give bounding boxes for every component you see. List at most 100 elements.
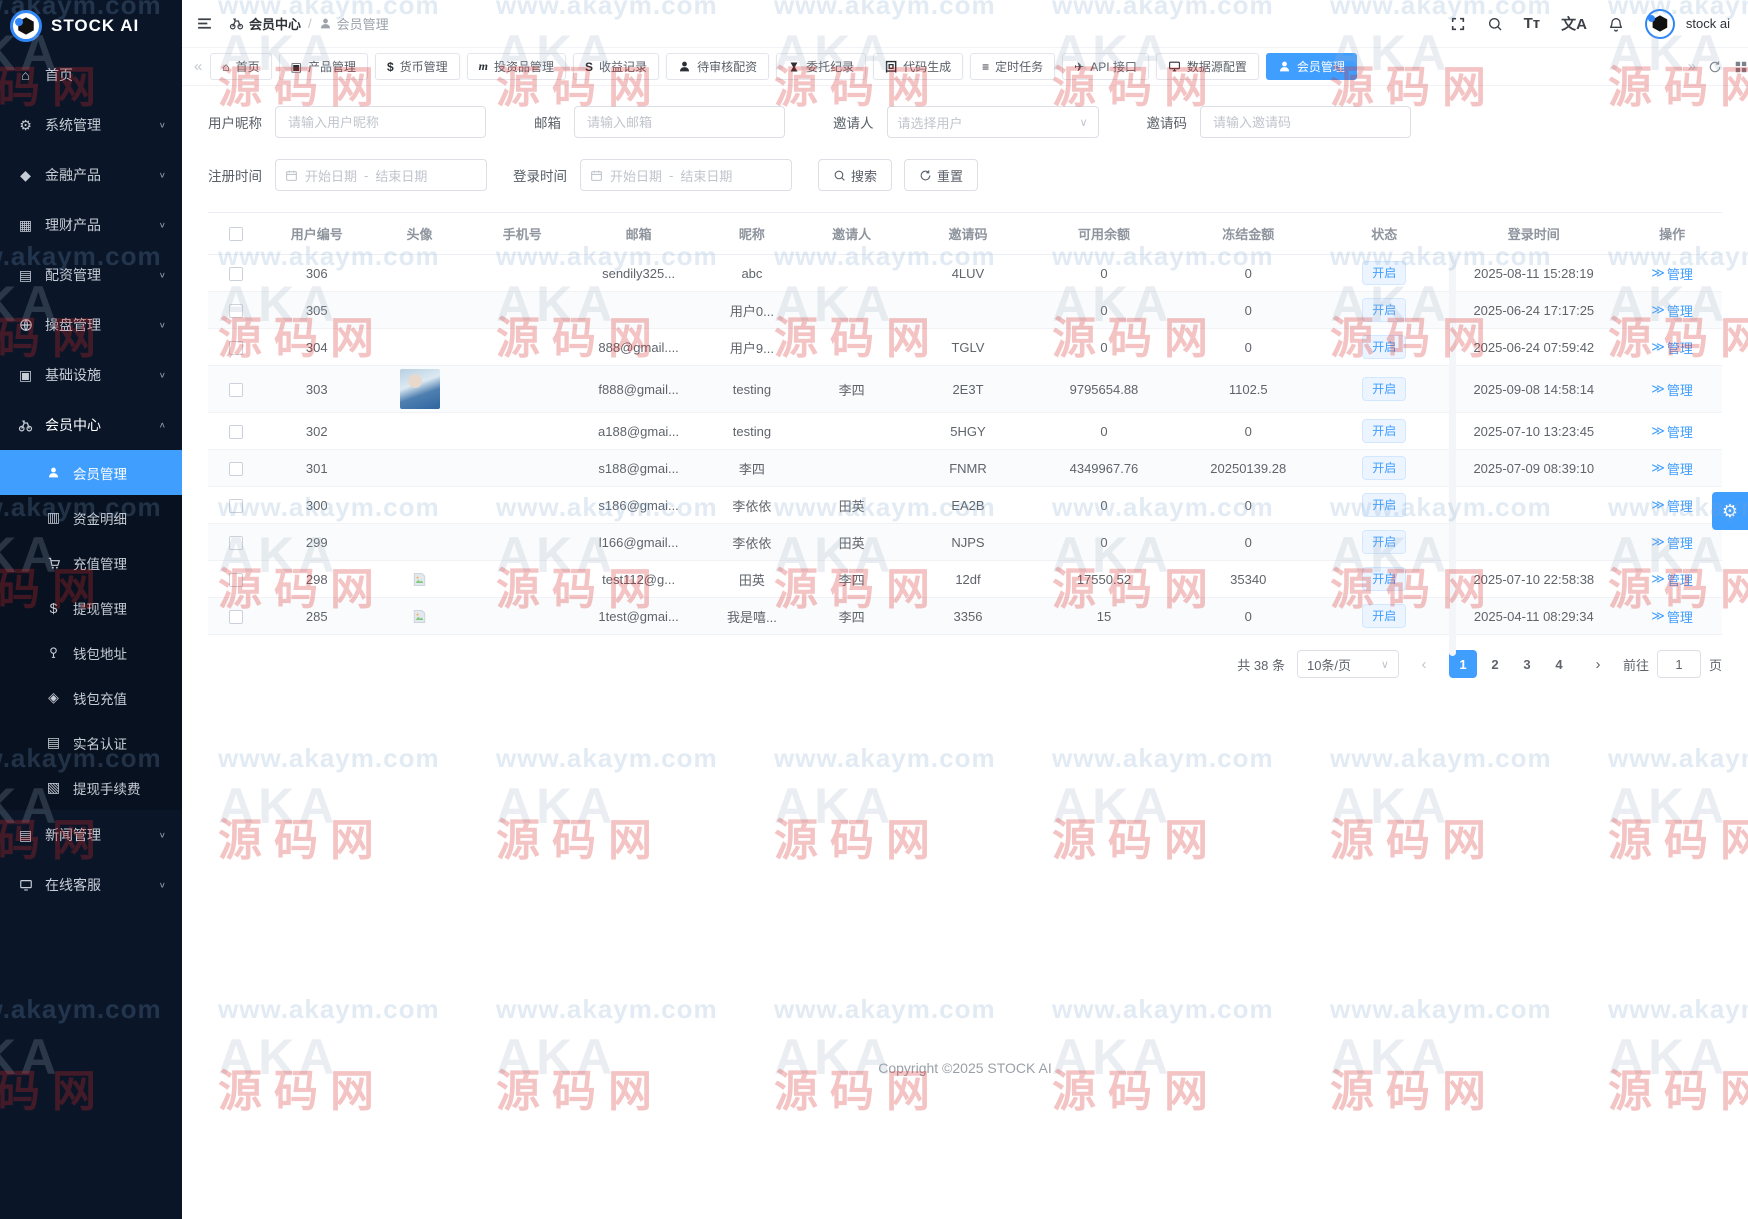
- hamburger-icon[interactable]: [196, 15, 213, 32]
- tab-member-mgmt[interactable]: 会员管理: [1265, 53, 1357, 80]
- user-avatar-image: [399, 369, 440, 409]
- avatar[interactable]: [1644, 8, 1675, 39]
- settings-gear-button[interactable]: ⚙: [1712, 492, 1748, 530]
- page-number-2[interactable]: 2: [1491, 656, 1499, 672]
- fullscreen-icon[interactable]: [1450, 16, 1466, 32]
- translate-icon[interactable]: 文A: [1561, 16, 1587, 33]
- manage-link[interactable]: ≫ 管理: [1651, 264, 1693, 283]
- cell-checkbox: [208, 254, 264, 292]
- font-size-icon[interactable]: Tт: [1523, 15, 1541, 32]
- row-checkbox[interactable]: [228, 303, 243, 318]
- tab-home[interactable]: ⌂ 首页: [210, 53, 272, 80]
- row-checkbox[interactable]: [228, 498, 243, 513]
- sidebar-item-wallet-address[interactable]: 钱包地址: [0, 630, 182, 675]
- inviter-select[interactable]: 请选择用户 ∨: [886, 106, 1099, 138]
- row-checkbox[interactable]: [228, 609, 243, 624]
- cell-invite-code: NJPS: [901, 523, 1035, 561]
- manage-link-label: 管理: [1666, 609, 1693, 625]
- sidebar-item-trading-mgmt[interactable]: 操盘管理 ∨: [0, 300, 182, 350]
- sidebar-item-member-center[interactable]: 会员中心 ∧: [0, 400, 182, 450]
- row-checkbox[interactable]: [228, 461, 243, 476]
- tabs-scroll-right-icon[interactable]: »: [1687, 58, 1696, 75]
- manage-link[interactable]: ≫ 管理: [1651, 459, 1693, 478]
- book-icon: ▥: [46, 509, 61, 525]
- column-header: 邮箱: [575, 212, 703, 255]
- sidebar-item-funds-detail[interactable]: ▥ 资金明细: [0, 495, 182, 540]
- tab-currency-mgmt[interactable]: $ 货币管理: [374, 53, 460, 80]
- username[interactable]: stock ai: [1685, 16, 1730, 31]
- row-checkbox[interactable]: [228, 266, 243, 281]
- manage-link[interactable]: ≫ 管理: [1651, 533, 1693, 552]
- sidebar-item-finance-products[interactable]: ◆ 金融产品 ∨: [0, 150, 182, 200]
- table-row: 305 用户0... 0 0 开启 2025-06-24 17:17:25 ≫ 管理: [208, 291, 1722, 329]
- login-time-range[interactable]: 开始日期 - 结束日期: [580, 159, 792, 191]
- page-size-select[interactable]: 10条/页 ∨: [1296, 650, 1399, 678]
- notification-bell-icon[interactable]: [1608, 16, 1624, 32]
- cell-avatar: [369, 291, 470, 329]
- cell-action: ≫ 管理: [1622, 328, 1722, 366]
- reset-button[interactable]: 重置: [904, 159, 979, 191]
- pin-icon: [44, 646, 63, 659]
- page-prev-button[interactable]: ‹: [1421, 655, 1427, 673]
- cell-inviter: 李四: [801, 365, 902, 413]
- tabs-scroll-left-icon[interactable]: «: [194, 58, 203, 75]
- page-number-3[interactable]: 3: [1523, 656, 1531, 672]
- manage-link[interactable]: ≫ 管理: [1651, 301, 1693, 320]
- row-checkbox[interactable]: [228, 535, 243, 550]
- search-icon[interactable]: [1487, 16, 1503, 32]
- register-time-range[interactable]: 开始日期 - 结束日期: [275, 159, 487, 191]
- tab-entrust-records[interactable]: 委托纪录: [776, 53, 867, 80]
- sidebar-item-realname-auth[interactable]: ▤ 实名认证: [0, 720, 182, 765]
- page-number-4[interactable]: 4: [1555, 656, 1563, 672]
- sidebar-item-infrastructure[interactable]: ▣ 基础设施 ∨: [0, 350, 182, 400]
- status-badge: 开启: [1362, 493, 1407, 517]
- tab-api[interactable]: ✈ API 接口: [1062, 53, 1149, 80]
- sidebar-item-withdraw-mgmt[interactable]: $ 提现管理: [0, 585, 182, 630]
- tab-income-records[interactable]: S 收益记录: [573, 53, 660, 80]
- tab-code-gen[interactable]: 回代码生成: [873, 53, 964, 80]
- email-input[interactable]: [574, 106, 785, 138]
- manage-link[interactable]: ≫ 管理: [1651, 338, 1693, 357]
- sidebar-item-home[interactable]: ⌂ 首页: [0, 50, 182, 100]
- select-all-checkbox[interactable]: [228, 227, 243, 242]
- grid-icon[interactable]: [1734, 60, 1748, 74]
- breadcrumb-member-center[interactable]: 会员中心: [229, 14, 301, 33]
- sidebar-item-wealth-products[interactable]: ▦ 理财产品 ∨: [0, 200, 182, 250]
- manage-link[interactable]: ≫ 管理: [1651, 570, 1693, 589]
- status-badge: 开启: [1362, 456, 1407, 480]
- app-logo[interactable]: STOCK AI: [0, 0, 182, 46]
- sidebar-item-online-service[interactable]: 在线客服 ∨: [0, 860, 182, 910]
- manage-link[interactable]: ≫ 管理: [1651, 380, 1693, 399]
- tab-pending-allocation[interactable]: 待审核配资: [666, 53, 770, 80]
- calendar-icon: [285, 169, 298, 182]
- invite-code-input[interactable]: [1200, 106, 1411, 138]
- row-checkbox[interactable]: [228, 424, 243, 439]
- sidebar-item-news-mgmt[interactable]: ▤ 新闻管理 ∨: [0, 810, 182, 860]
- cell-nickname: testing: [702, 412, 802, 450]
- manage-link[interactable]: ≫ 管理: [1651, 422, 1693, 441]
- row-checkbox[interactable]: [228, 572, 243, 587]
- sidebar-item-recharge-mgmt[interactable]: 充值管理: [0, 540, 182, 585]
- sidebar-item-wallet-recharge[interactable]: ◈ 钱包充值: [0, 675, 182, 720]
- sidebar-item-withdraw-fee[interactable]: ▧ 提现手续费: [0, 765, 182, 810]
- refresh-icon[interactable]: [1708, 60, 1722, 74]
- page-goto-input[interactable]: [1656, 650, 1701, 678]
- user-icon: [44, 466, 63, 479]
- row-checkbox[interactable]: [228, 340, 243, 355]
- plane-icon: ✈: [1074, 59, 1085, 74]
- sidebar-item-system-mgmt[interactable]: ⚙ 系统管理 ∨: [0, 100, 182, 150]
- sidebar-item-member-mgmt[interactable]: 会员管理: [0, 450, 182, 495]
- nickname-input[interactable]: [275, 106, 486, 138]
- breadcrumb-member-mgmt[interactable]: 会员管理: [319, 14, 389, 33]
- manage-link[interactable]: ≫ 管理: [1651, 496, 1693, 515]
- sidebar-item-allocation-mgmt[interactable]: ▤ 配资管理 ∨: [0, 250, 182, 300]
- manage-link[interactable]: ≫ 管理: [1651, 607, 1693, 626]
- tab-product-mgmt[interactable]: ▣ 产品管理: [278, 53, 368, 80]
- tab-scheduled-tasks[interactable]: ≡ 定时任务: [970, 53, 1056, 80]
- table-scrollbar[interactable]: [1449, 252, 1456, 656]
- tab-investment-mgmt[interactable]: m 投资品管理: [466, 53, 567, 80]
- row-checkbox[interactable]: [228, 382, 243, 397]
- page-next-button[interactable]: ›: [1595, 655, 1601, 673]
- tab-datasource-config[interactable]: 数据源配置: [1155, 53, 1259, 80]
- search-button[interactable]: 搜索: [818, 159, 893, 191]
